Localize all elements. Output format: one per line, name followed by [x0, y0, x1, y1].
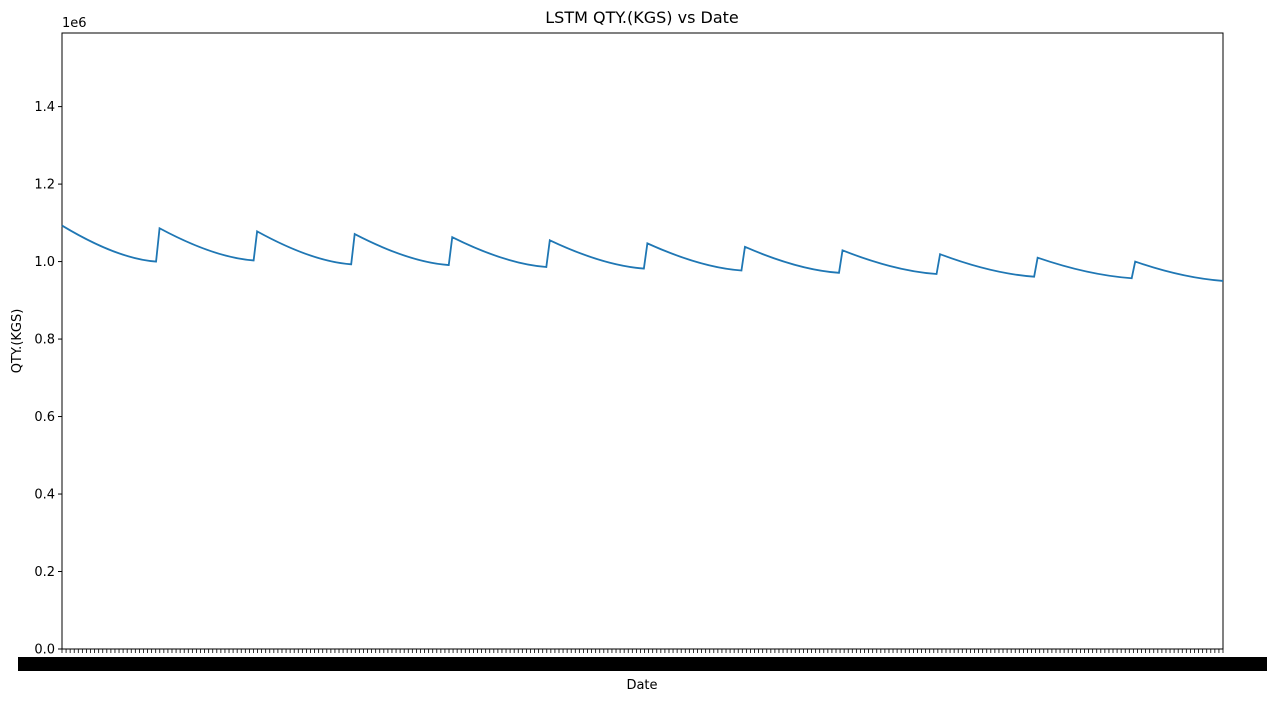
y-tick-label: 0.6	[34, 410, 55, 425]
y-offset-label: 1e6	[62, 16, 87, 31]
x-axis-label: Date	[626, 678, 657, 693]
y-tick-label: 1.2	[34, 178, 55, 193]
y-tick-label: 1.4	[34, 100, 55, 115]
y-axis-label: QTY.(KGS)	[10, 309, 25, 374]
x-tick-labels-overlap	[18, 657, 1267, 671]
chart-title: LSTM QTY.(KGS) vs Date	[545, 8, 738, 27]
series-line	[61, 224, 1224, 282]
y-tick-label: 0.4	[34, 488, 55, 503]
y-axis: 0.0 0.2 0.4 0.6 0.8 1.0 1.2 1.4	[34, 100, 62, 658]
y-tick-label: 0.2	[34, 565, 55, 580]
y-tick-label: 1.0	[34, 255, 55, 270]
y-tick-label: 0.0	[34, 643, 55, 658]
x-axis	[18, 649, 1267, 671]
y-tick-label: 0.8	[34, 333, 55, 348]
plot-area	[61, 32, 1224, 650]
